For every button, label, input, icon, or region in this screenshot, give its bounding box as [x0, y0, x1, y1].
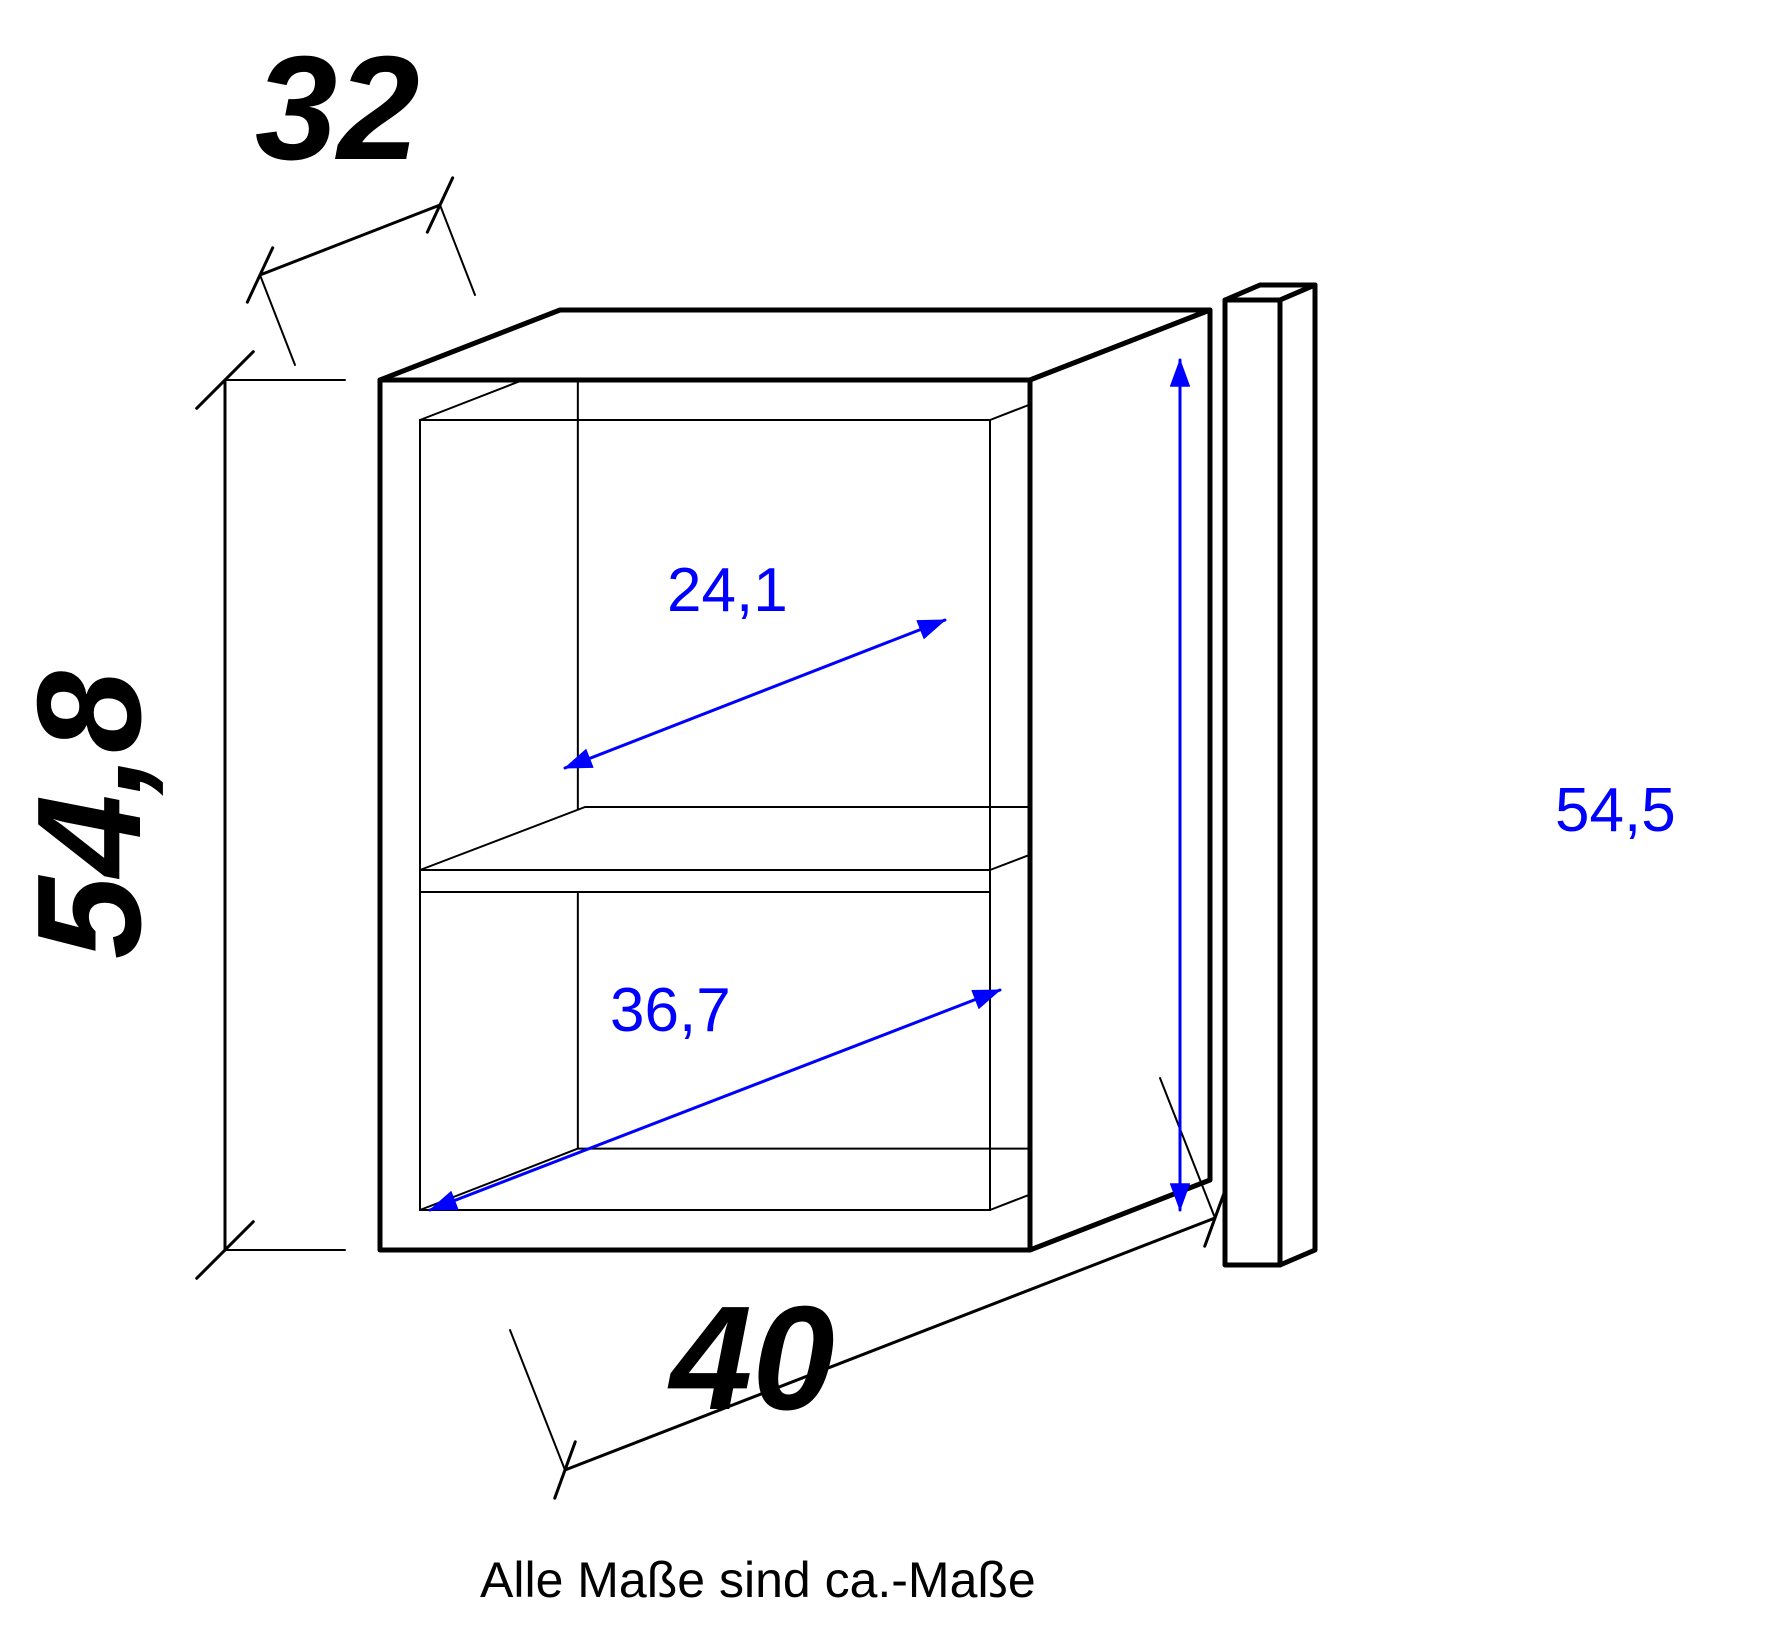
caption-text: Alle Maße sind ca.-Maße [480, 1555, 1036, 1605]
width-dimension-label: 40 [670, 1285, 835, 1433]
inner-height-label: 54,5 [1555, 780, 1676, 842]
inner-width-label: 36,7 [610, 980, 731, 1042]
shelf-depth-label: 24,1 [667, 560, 788, 622]
height-dimension-label: 54,8 [16, 671, 164, 959]
depth-dimension-label: 32 [255, 35, 420, 183]
